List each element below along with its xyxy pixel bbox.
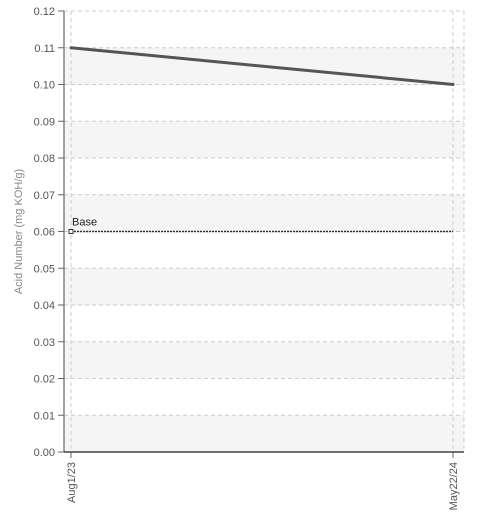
- grid-band: [64, 194, 464, 232]
- axes: [58, 10, 464, 458]
- y-tick-label: 0.06: [34, 227, 55, 239]
- base-reference: Base: [68, 217, 453, 234]
- y-axis-title: Acid Number (mg KOH/g): [13, 169, 25, 294]
- grid-band: [64, 415, 464, 452]
- y-tick-label: 0.09: [34, 116, 55, 128]
- y-tick-label: 0.11: [34, 43, 55, 55]
- series-line: [69, 46, 455, 86]
- y-tick-label: 0.08: [34, 153, 55, 165]
- grid-band: [64, 121, 464, 158]
- y-tick-label: 0.10: [34, 80, 55, 92]
- base-label: Base: [72, 217, 97, 229]
- y-tick-label: 0.12: [34, 6, 55, 18]
- y-tick-label: 0.01: [34, 410, 55, 422]
- y-tick-labels: 0.00 0.01 0.02 0.03 0.04 0.05 0.06 0.07 0.08 0.09…: [34, 6, 55, 459]
- y-tick-label: 0.03: [34, 337, 55, 349]
- series-lines: [69, 46, 455, 86]
- background-bands: [64, 47, 464, 452]
- y-tick-label: 0.00: [34, 447, 55, 459]
- y-tick-label: 0.02: [34, 374, 55, 386]
- y-tick-label: 0.05: [34, 263, 55, 275]
- x-tick-label: Aug1/23: [66, 462, 78, 503]
- x-tick-labels: Aug1/23 May22/24: [66, 462, 460, 510]
- y-tick-label: 0.04: [34, 300, 55, 312]
- grid-band: [64, 268, 464, 305]
- grid-band: [64, 341, 464, 379]
- base-marker: [68, 229, 74, 234]
- y-tick-label: 0.07: [34, 190, 55, 202]
- x-tick-label: May22/24: [448, 462, 460, 510]
